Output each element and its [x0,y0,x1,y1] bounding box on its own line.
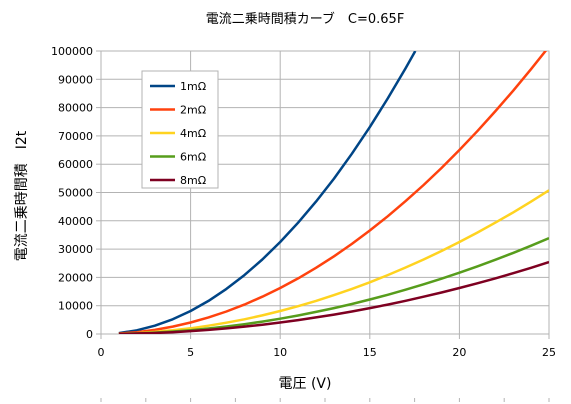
y-tick-label: 40000 [58,215,93,228]
x-tick-label: 25 [542,346,556,359]
y-tick-label: 20000 [58,271,93,284]
series-line [118,189,549,334]
y-tick-label: 70000 [58,130,93,143]
series-line [118,51,417,334]
series-line [118,51,548,334]
legend-label: 6mΩ [180,151,206,164]
legend-box [141,70,219,189]
y-tick-label: 80000 [58,102,93,115]
series-lines [118,51,549,334]
legend-label: 8mΩ [180,174,206,187]
x-tick-label: 5 [187,346,194,359]
y-tick-label: 50000 [58,187,93,200]
series-line [118,237,549,334]
y-tick-label: 30000 [58,243,93,256]
legend-label: 1mΩ [180,80,206,93]
y-tick-label: 100000 [51,45,93,58]
y-tick-label: 90000 [58,73,93,86]
legend-label: 4mΩ [180,127,206,140]
chart-title: 電流二乗時間積カーブ C=0.65F [206,11,405,27]
y-tick-label: 0 [86,328,93,341]
x-tick-label: 15 [363,346,377,359]
plot-area [100,50,550,335]
series-line [118,260,549,334]
legend-label: 2mΩ [180,104,206,117]
y-tick-label: 60000 [58,158,93,171]
x-tick-label: 20 [452,346,466,359]
tick-labels: 0 10000 20000 30000 40000 50000 60000 70000 8000… [51,45,556,359]
x-tick-label: 0 [98,346,105,359]
x-axis-label: 電圧 (V) [279,376,332,392]
y-tick-label: 10000 [58,300,93,313]
legend: 1mΩ 2mΩ 4mΩ 6mΩ 8mΩ [141,70,219,189]
x-tick-label: 10 [273,346,287,359]
y-axis-label: 電流二乗時間積 I2t [14,130,30,261]
